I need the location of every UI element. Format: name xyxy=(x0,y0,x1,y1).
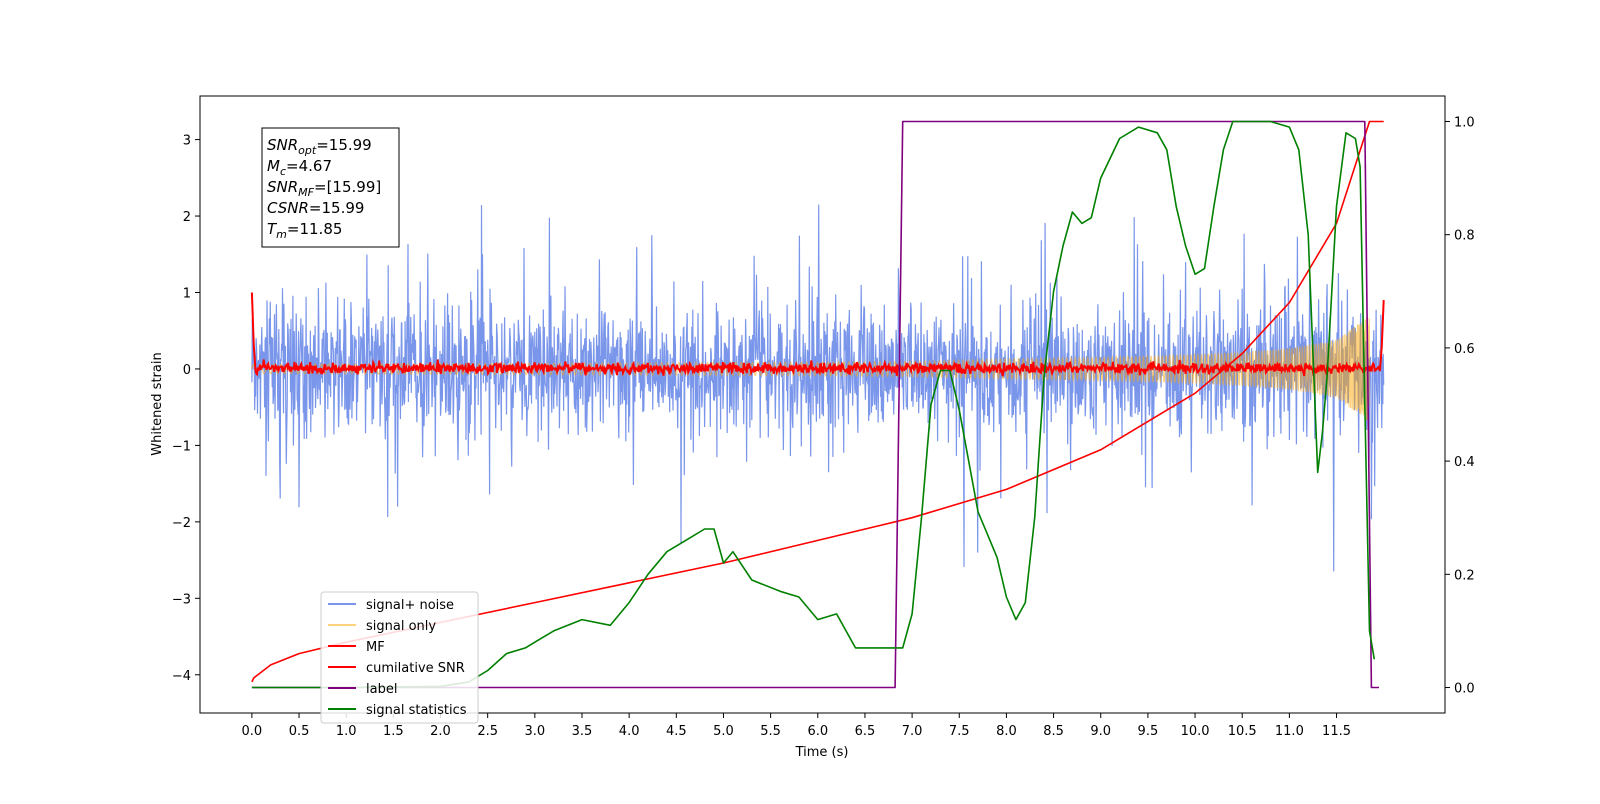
info-value: =[15.99] xyxy=(314,178,381,196)
y-axis-right: 1.0 0.8 0.6 0.4 0.2 0.0 xyxy=(1445,115,1475,697)
legend-label: signal statistics xyxy=(366,703,467,718)
y2-tick-label: 0.4 xyxy=(1454,455,1475,470)
x-tick-label: 10.5 xyxy=(1228,724,1257,739)
x-tick-label: 7.5 xyxy=(949,724,970,739)
y-tick-label: −2 xyxy=(172,516,191,531)
info-subscript: MF xyxy=(298,186,314,199)
info-subscript: m xyxy=(276,228,287,241)
legend-label: cumilative SNR xyxy=(366,661,465,676)
info-box-line: SNRopt=15.99 xyxy=(267,136,372,157)
series-signal-noise-line xyxy=(251,204,1385,572)
x-tick-label: 4.5 xyxy=(666,724,687,739)
x-tick-label: 5.0 xyxy=(713,724,734,739)
x-tick-label: 7.0 xyxy=(902,724,923,739)
legend-frame xyxy=(320,591,479,724)
x-axis: 0.0 0.5 1.0 1.5 2.0 2.5 3.0 3.5 4.0 4.5 5.0 5.5 6.0 6… xyxy=(242,713,1351,739)
x-tick-label: 1.0 xyxy=(336,724,357,739)
info-box: SNRopt=15.99Mc=4.67SNRMF=[15.99]CSNR=15.… xyxy=(261,127,400,248)
x-tick-label: 1.5 xyxy=(383,724,404,739)
y-axis-left: 3 2 1 0 −1 −2 −3 −4 xyxy=(172,134,200,684)
x-tick-label: 8.5 xyxy=(1043,724,1064,739)
y2-tick-label: 0.0 xyxy=(1454,682,1475,697)
x-tick-label: 10.0 xyxy=(1181,724,1210,739)
y2-tick-label: 0.8 xyxy=(1454,229,1475,244)
x-tick-label: 4.0 xyxy=(619,724,640,739)
y-tick-label: 2 xyxy=(183,210,191,225)
info-box-line: Mc=4.67 xyxy=(267,157,332,178)
y2-tick-label: 0.2 xyxy=(1454,568,1475,583)
x-tick-label: 3.5 xyxy=(572,724,593,739)
x-tick-label: 2.5 xyxy=(477,724,498,739)
info-value: =15.99 xyxy=(316,136,372,154)
info-value: =11.85 xyxy=(287,220,343,238)
info-subscript: opt xyxy=(298,144,317,157)
y-tick-label: 1 xyxy=(183,286,191,301)
info-value: =15.99 xyxy=(309,199,365,217)
y-tick-label: −4 xyxy=(172,669,191,684)
y-axis-label: Whitened strain xyxy=(150,352,165,455)
info-box-line: Tm=11.85 xyxy=(267,220,342,241)
legend-label: MF xyxy=(366,640,385,655)
y-tick-label: −3 xyxy=(172,592,191,607)
info-symbol: SNR xyxy=(267,178,298,196)
x-tick-label: 11.5 xyxy=(1322,724,1351,739)
x-tick-label: 5.5 xyxy=(760,724,781,739)
x-tick-label: 9.0 xyxy=(1090,724,1111,739)
y2-tick-label: 1.0 xyxy=(1454,115,1475,130)
x-tick-label: 8.0 xyxy=(996,724,1017,739)
y-tick-label: 3 xyxy=(183,134,191,149)
info-value: =4.67 xyxy=(286,157,332,175)
info-subscript: c xyxy=(280,165,286,178)
x-tick-label: 0.5 xyxy=(289,724,310,739)
info-symbol: T xyxy=(267,220,278,238)
legend-label: label xyxy=(366,682,397,697)
legend-label: signal+ noise xyxy=(366,598,454,613)
legend: signal+ noise signal only MF cumilative SNR… xyxy=(320,591,479,724)
y-tick-label: 0 xyxy=(183,363,191,378)
series-signal-statistics-line xyxy=(251,120,1376,689)
info-box-frame xyxy=(261,127,400,248)
series-cumulative-snr-line xyxy=(251,120,1384,683)
x-tick-label: 2.0 xyxy=(430,724,451,739)
x-tick-label: 11.0 xyxy=(1275,724,1304,739)
series-layer xyxy=(250,120,1385,689)
y-tick-label: −1 xyxy=(172,439,191,454)
info-symbol: M xyxy=(267,157,280,175)
info-box-line: CSNR=15.99 xyxy=(267,199,364,217)
x-tick-label: 9.5 xyxy=(1138,724,1159,739)
x-tick-label: 6.5 xyxy=(855,724,876,739)
x-tick-label: 0.0 xyxy=(242,724,263,739)
x-tick-label: 6.0 xyxy=(807,724,828,739)
y2-tick-label: 0.6 xyxy=(1454,342,1475,357)
plot-frame xyxy=(199,95,1446,714)
info-box-line: SNRMF=[15.99] xyxy=(267,178,381,199)
info-symbol: CSNR xyxy=(267,199,309,217)
x-tick-label: 3.0 xyxy=(524,724,545,739)
x-axis-label: Time (s) xyxy=(795,745,849,760)
series-mf-line xyxy=(250,292,1385,377)
series-label-line xyxy=(251,120,1379,689)
legend-label: signal only xyxy=(366,619,436,634)
info-symbol: SNR xyxy=(267,136,298,154)
